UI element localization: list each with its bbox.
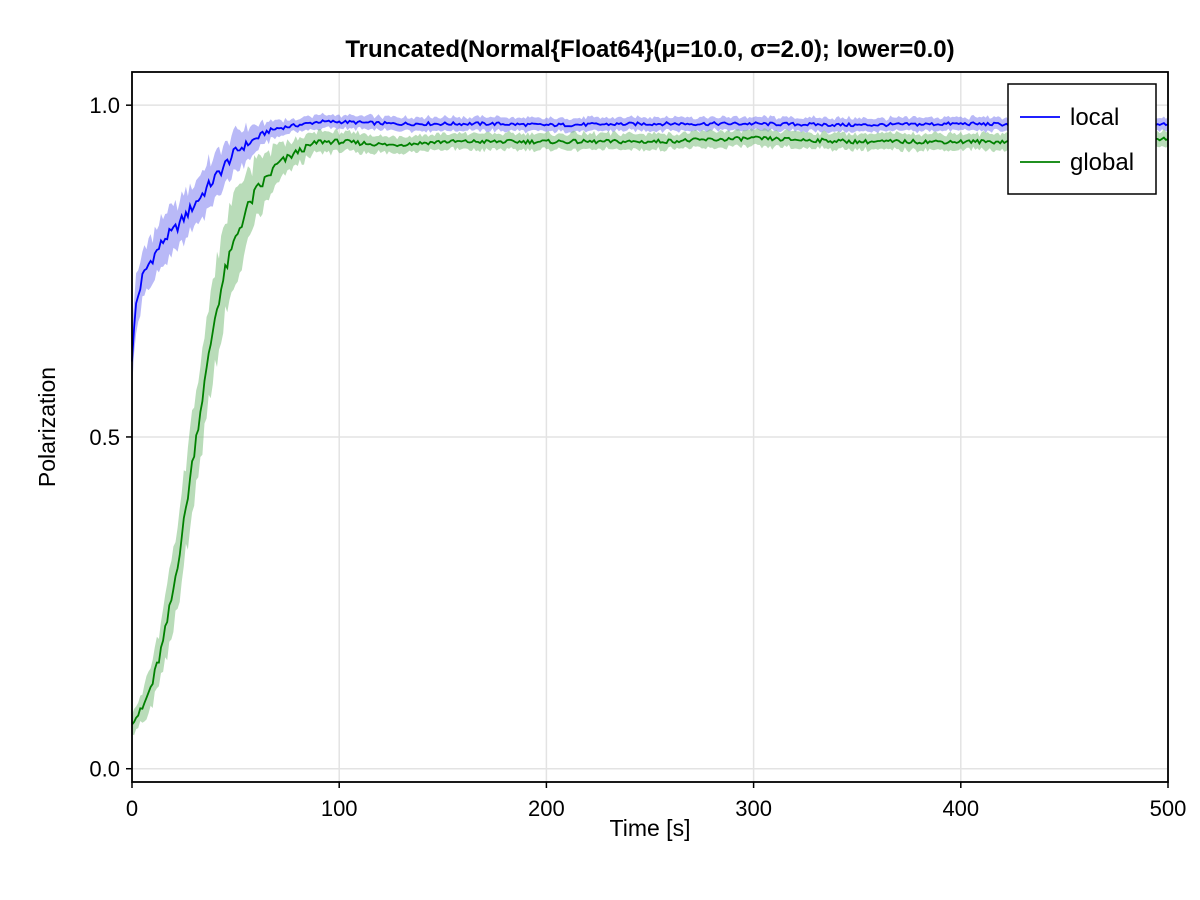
axis-ticks: 0 100 200 300 400 500 0.0 0.5 1.0 [89, 93, 1186, 821]
x-tick-label: 500 [1150, 796, 1187, 821]
y-axis-label: Polarization [34, 367, 60, 487]
x-tick-label: 0 [126, 796, 138, 821]
x-axis-label: Time [s] [610, 815, 691, 841]
series-line-global [131, 135, 1169, 726]
y-tick-label: 0.5 [89, 425, 120, 450]
series-line-local [131, 119, 1169, 362]
y-tick-label: 1.0 [89, 93, 120, 118]
x-tick-label: 200 [528, 796, 565, 821]
legend: local global [1007, 83, 1157, 195]
plot-area [131, 112, 1169, 736]
series-band-local [132, 112, 1168, 391]
series-band-global [132, 128, 1168, 736]
plot-frame [131, 71, 1169, 783]
x-tick-label: 300 [735, 796, 772, 821]
y-tick-label: 0.0 [89, 757, 120, 782]
chart-title: Truncated(Normal{Float64}(μ=10.0, σ=2.0)… [345, 36, 954, 63]
legend-label-global: global [1070, 149, 1134, 176]
legend-box [1007, 83, 1157, 195]
x-tick-label: 100 [321, 796, 358, 821]
legend-label-local: local [1070, 104, 1119, 131]
x-tick-label: 400 [942, 796, 979, 821]
